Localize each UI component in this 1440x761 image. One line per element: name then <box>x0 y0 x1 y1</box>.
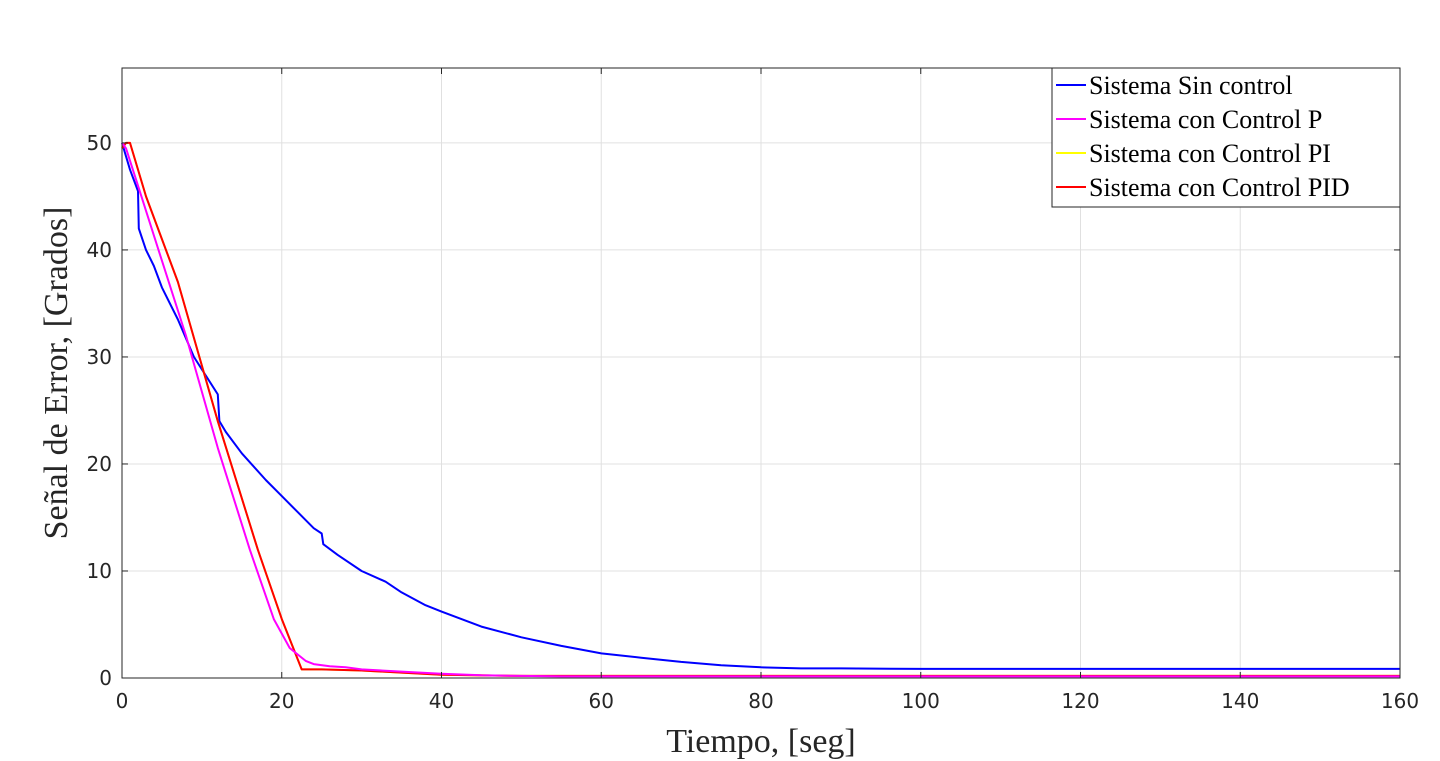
ticks: 0 20 40 60 80 100 120 140 160 0 10 20 30 40 50 <box>87 68 1419 713</box>
x-tick-label: 100 <box>902 689 940 713</box>
series-group <box>121 141 1400 678</box>
x-tick-label: 80 <box>748 689 773 713</box>
legend-box <box>1051 67 1401 208</box>
legend: Sistema Sin control Sistema con Control P… <box>1051 67 1401 208</box>
x-tick-label: 0 <box>116 689 129 713</box>
y-tick-label: 50 <box>87 131 112 155</box>
legend-label: Sistema Sin control <box>1089 71 1293 100</box>
legend-label: Sistema con Control PI <box>1089 139 1331 168</box>
series-line-1 <box>121 142 1400 678</box>
x-tick-label: 120 <box>1061 689 1099 713</box>
x-tick-label: 140 <box>1221 689 1259 713</box>
x-tick-label: 40 <box>429 689 454 713</box>
x-tick-label: 20 <box>269 689 294 713</box>
y-tick-label: 10 <box>87 559 112 583</box>
x-tick-label: 60 <box>589 689 614 713</box>
legend-label: Sistema con Control PID <box>1089 173 1350 202</box>
grid <box>121 68 1401 679</box>
x-axis-title: Tiempo, [seg] <box>666 723 856 760</box>
legend-label: Sistema con Control P <box>1089 105 1322 134</box>
y-tick-label: 30 <box>87 345 112 369</box>
y-axis-title: Señal de Error, [Grados] <box>38 207 75 540</box>
x-tick-label: 160 <box>1381 689 1419 713</box>
y-tick-label: 40 <box>87 238 112 262</box>
y-tick-label: 20 <box>87 452 112 476</box>
y-tick-label: 0 <box>99 666 112 690</box>
series-line-0 <box>121 142 1400 670</box>
